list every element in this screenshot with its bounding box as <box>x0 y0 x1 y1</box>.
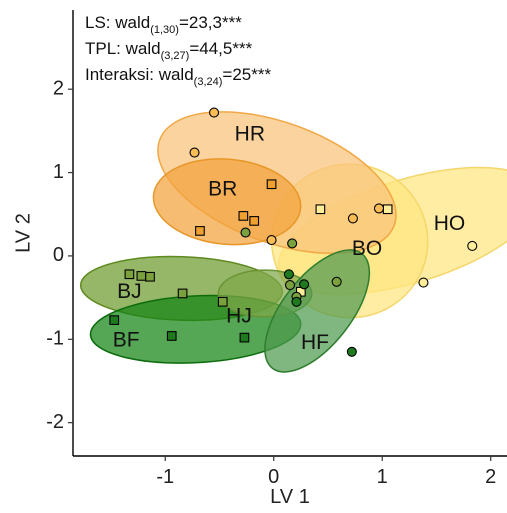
group-ellipses <box>79 111 507 373</box>
point-bj-1 <box>124 269 135 280</box>
point-bo-2 <box>382 204 393 215</box>
point-br-1 <box>266 179 277 190</box>
group-label-br: BR <box>208 178 237 201</box>
stat-line-1: LS: wald(1,30)=23,3*** <box>85 13 242 36</box>
point-bj-2 <box>136 271 147 281</box>
point-hf-2 <box>299 279 310 290</box>
point-bo-1 <box>315 204 326 215</box>
point-hf-1 <box>283 269 294 280</box>
y-axis-title: LV 2 <box>12 213 34 253</box>
group-label-bo: BO <box>352 237 382 260</box>
x-tick-label-4: 2 <box>485 466 496 488</box>
point-hj-2 <box>287 238 298 249</box>
group-label-bf: BF <box>113 329 140 352</box>
group-labels: HO BO HR BR BJ BF HJ HF <box>113 123 466 354</box>
group-label-bj: BJ <box>117 280 142 303</box>
group-label-hj: HJ <box>226 304 252 327</box>
point-bf-2 <box>166 331 177 341</box>
y-tick-label-1: -2 <box>46 411 64 433</box>
axes: -1 0 1 2 -2 -1 0 1 2 LV 1 LV 2 <box>12 10 507 508</box>
point-hj-1 <box>240 227 251 238</box>
point-bf-1 <box>109 315 120 325</box>
point-bj-3 <box>145 271 155 282</box>
point-hr-2 <box>189 147 200 158</box>
point-bf-3 <box>239 332 250 343</box>
ellipse-br <box>152 158 302 246</box>
point-hr-1 <box>209 107 220 118</box>
point-hj-3 <box>284 280 296 291</box>
point-ho-2 <box>418 277 429 288</box>
x-tick-label-2: 0 <box>268 466 279 488</box>
x-axis-title: LV 1 <box>270 486 310 508</box>
point-bj-4 <box>177 288 188 299</box>
x-tick-label-3: 1 <box>377 466 388 488</box>
stat-line-2: TPL: wald(3,27)=44,5*** <box>85 39 253 62</box>
y-tick-label-4: 1 <box>53 161 64 183</box>
point-hf-3 <box>291 296 302 307</box>
data-points <box>109 107 478 357</box>
group-label-hf: HF <box>301 331 329 354</box>
point-hr-5 <box>266 235 277 246</box>
point-br-4 <box>195 226 205 236</box>
stat-line-3: Interaksi: wald(3,24)=25*** <box>85 65 271 88</box>
point-br-3 <box>249 216 260 226</box>
point-hj-4 <box>331 276 342 287</box>
point-br-2 <box>238 211 249 221</box>
y-tick-label-3: 0 <box>53 244 64 266</box>
point-hr-3 <box>347 213 358 224</box>
y-tick-label-5: 2 <box>53 77 64 99</box>
y-tick-label-2: -1 <box>46 328 64 350</box>
point-ho-1 <box>467 240 478 251</box>
point-hf-4 <box>346 346 357 357</box>
point-hr-4 <box>373 203 385 214</box>
group-label-ho: HO <box>434 212 466 235</box>
x-tick-label-1: -1 <box>156 466 174 488</box>
group-label-hr: HR <box>235 123 265 146</box>
point-bj-5 <box>217 296 228 307</box>
stat-annotations: LS: wald(1,30)=23,3*** TPL: wald(3,27)=44… <box>85 13 271 88</box>
